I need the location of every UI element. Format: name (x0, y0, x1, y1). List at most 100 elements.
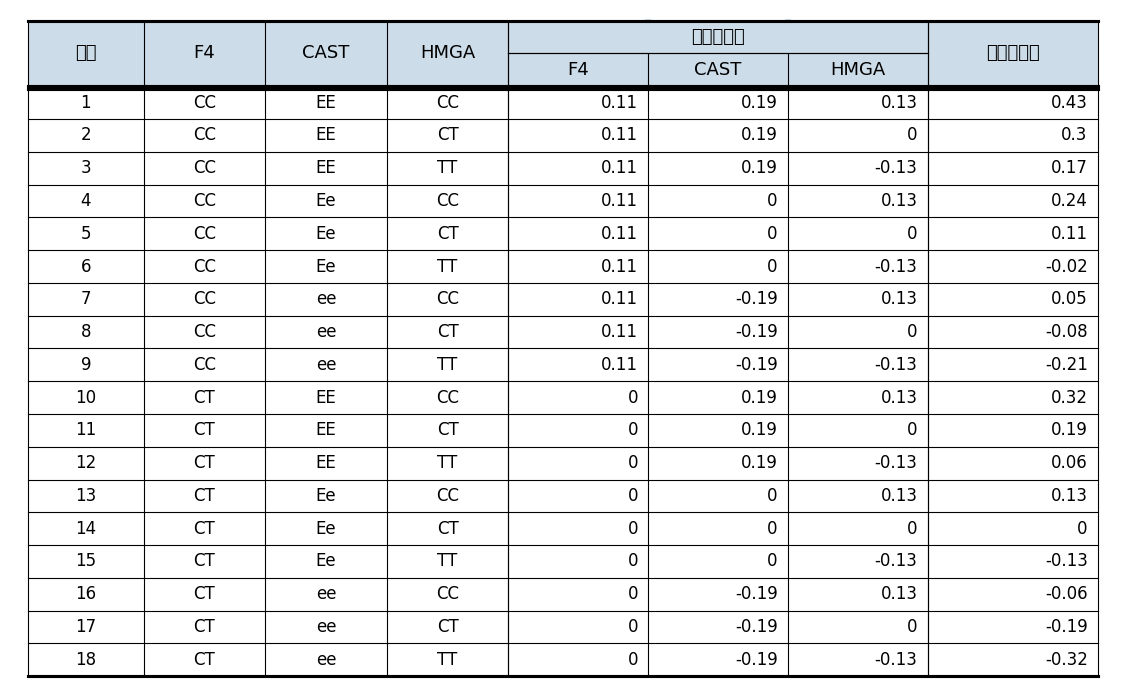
Text: 0: 0 (627, 520, 638, 538)
Text: 0.11: 0.11 (601, 323, 638, 341)
Bar (28, 283, 1098, 316)
Text: 1: 1 (81, 94, 91, 112)
Text: -0.13: -0.13 (875, 356, 918, 374)
Text: -0.19: -0.19 (735, 323, 778, 341)
Text: CC: CC (436, 94, 459, 112)
Text: 5: 5 (81, 225, 91, 243)
Text: 0.19: 0.19 (741, 94, 778, 112)
Text: 3: 3 (81, 159, 91, 177)
Text: 유전자형가: 유전자형가 (691, 28, 745, 46)
Text: 0: 0 (908, 618, 918, 636)
Text: ee: ee (315, 651, 337, 669)
Text: 0: 0 (1078, 520, 1088, 538)
Text: CT: CT (194, 520, 215, 538)
Text: 0.13: 0.13 (881, 585, 918, 603)
Text: CT: CT (437, 126, 458, 144)
Text: 0.11: 0.11 (601, 225, 638, 243)
Text: 0.17: 0.17 (1051, 159, 1088, 177)
Text: 17: 17 (75, 618, 97, 636)
Text: 0.11: 0.11 (601, 257, 638, 275)
Text: 0: 0 (767, 520, 778, 538)
Text: 0.32: 0.32 (1051, 388, 1088, 406)
Bar (28, 643, 1098, 676)
Bar (28, 21, 1098, 86)
Text: CC: CC (436, 192, 459, 210)
Text: CC: CC (193, 290, 216, 308)
Text: -0.13: -0.13 (875, 257, 918, 275)
Bar (28, 611, 1098, 643)
Text: CC: CC (436, 290, 459, 308)
Bar (28, 381, 1098, 414)
Text: 0: 0 (767, 225, 778, 243)
Text: 0.11: 0.11 (601, 94, 638, 112)
Text: -0.08: -0.08 (1045, 323, 1088, 341)
Text: -0.32: -0.32 (1045, 651, 1088, 669)
Text: CT: CT (194, 454, 215, 472)
Text: Ee: Ee (315, 225, 337, 243)
Text: 6: 6 (81, 257, 91, 275)
Text: 0.11: 0.11 (601, 356, 638, 374)
Text: 0: 0 (767, 192, 778, 210)
Text: ee: ee (315, 618, 337, 636)
Bar (28, 217, 1098, 250)
Text: 15: 15 (75, 553, 97, 571)
Text: 0.13: 0.13 (881, 388, 918, 406)
Text: 0.24: 0.24 (1051, 192, 1088, 210)
Text: -0.13: -0.13 (875, 651, 918, 669)
Text: CAST: CAST (302, 44, 350, 63)
Text: 0: 0 (627, 585, 638, 603)
Text: 8: 8 (81, 323, 91, 341)
Text: 0.13: 0.13 (1051, 487, 1088, 505)
Text: F4: F4 (194, 44, 215, 63)
Text: 0: 0 (908, 225, 918, 243)
Text: 0.11: 0.11 (601, 126, 638, 144)
Text: CT: CT (437, 422, 458, 440)
Text: CT: CT (194, 618, 215, 636)
Text: 0: 0 (908, 520, 918, 538)
Text: CC: CC (193, 356, 216, 374)
Text: 0.13: 0.13 (881, 192, 918, 210)
Bar (28, 348, 1098, 381)
Text: CT: CT (194, 388, 215, 406)
Text: 0: 0 (908, 323, 918, 341)
Text: 0.3: 0.3 (1062, 126, 1088, 144)
Text: -0.02: -0.02 (1045, 257, 1088, 275)
Text: TT: TT (437, 257, 457, 275)
Text: 18: 18 (75, 651, 97, 669)
Text: CT: CT (194, 422, 215, 440)
Text: 4: 4 (81, 192, 91, 210)
Text: 0.11: 0.11 (601, 290, 638, 308)
Text: ee: ee (315, 585, 337, 603)
Bar (28, 152, 1098, 185)
Text: 16: 16 (75, 585, 97, 603)
Text: 0.13: 0.13 (881, 290, 918, 308)
Text: 0.13: 0.13 (881, 487, 918, 505)
Text: 0.05: 0.05 (1051, 290, 1088, 308)
Text: CT: CT (437, 225, 458, 243)
Text: 0.19: 0.19 (741, 422, 778, 440)
Text: 0.19: 0.19 (741, 388, 778, 406)
Bar (28, 480, 1098, 512)
Bar (28, 545, 1098, 578)
Text: CT: CT (437, 520, 458, 538)
Text: CC: CC (193, 94, 216, 112)
Text: ee: ee (315, 323, 337, 341)
Text: 14: 14 (75, 520, 97, 538)
Text: TT: TT (437, 553, 457, 571)
Text: CT: CT (194, 487, 215, 505)
Text: 0.11: 0.11 (601, 159, 638, 177)
Text: Ee: Ee (315, 520, 337, 538)
Text: CC: CC (436, 585, 459, 603)
Text: -0.13: -0.13 (875, 553, 918, 571)
Text: 0: 0 (627, 618, 638, 636)
Text: 0.11: 0.11 (601, 192, 638, 210)
Text: 0: 0 (767, 257, 778, 275)
Bar (28, 578, 1098, 611)
Bar (28, 184, 1098, 217)
Text: Ee: Ee (315, 553, 337, 571)
Text: CC: CC (193, 225, 216, 243)
Text: 0: 0 (767, 487, 778, 505)
Text: 7: 7 (81, 290, 91, 308)
Text: 10: 10 (75, 388, 97, 406)
Text: -0.19: -0.19 (735, 651, 778, 669)
